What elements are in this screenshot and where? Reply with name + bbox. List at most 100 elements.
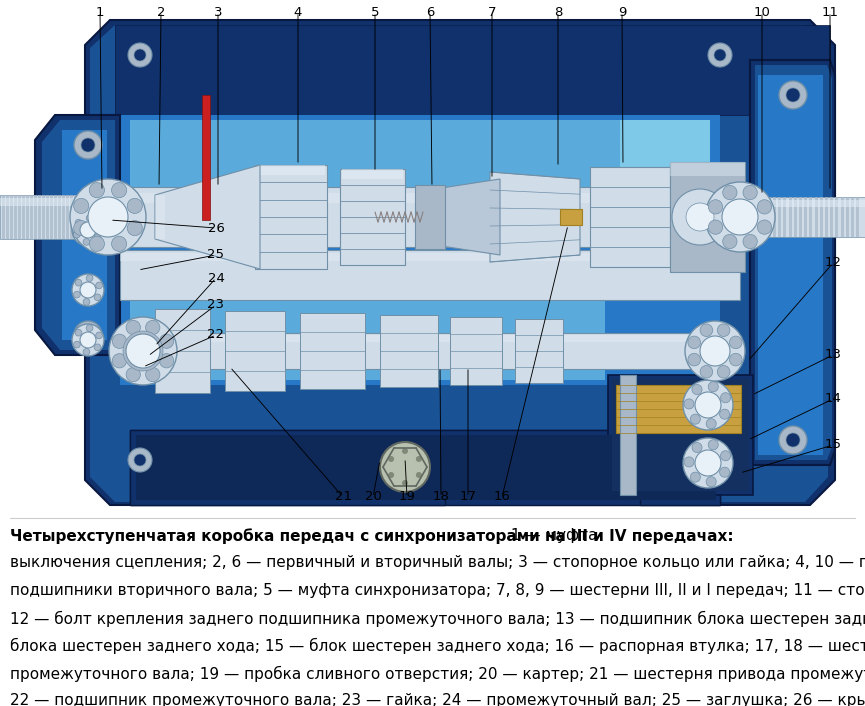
Bar <box>130 120 710 220</box>
Bar <box>560 209 582 225</box>
Circle shape <box>96 282 102 289</box>
Text: 12 — болт крепления заднего подшипника промежуточного вала; 13 — подшипник блока: 12 — болт крепления заднего подшипника п… <box>10 611 865 627</box>
Text: 6: 6 <box>426 6 434 18</box>
Circle shape <box>700 366 713 378</box>
Circle shape <box>690 414 701 424</box>
Circle shape <box>128 43 152 67</box>
Bar <box>26 195 29 239</box>
Bar <box>758 75 823 455</box>
Bar <box>82 195 85 239</box>
Circle shape <box>700 324 713 337</box>
Circle shape <box>80 332 96 348</box>
Circle shape <box>708 43 732 67</box>
Circle shape <box>779 81 807 109</box>
Circle shape <box>700 336 730 366</box>
Bar <box>380 315 438 387</box>
Bar <box>763 197 766 237</box>
Text: блока шестерен заднего хода; 15 — блок шестерен заднего хода; 16 — распорная вту: блока шестерен заднего хода; 15 — блок ш… <box>10 638 865 654</box>
Text: 1: 1 <box>96 6 105 18</box>
Circle shape <box>74 321 102 349</box>
Circle shape <box>94 234 101 241</box>
Bar <box>86 195 88 239</box>
Circle shape <box>721 450 731 461</box>
Circle shape <box>684 399 694 409</box>
Circle shape <box>708 220 722 234</box>
Circle shape <box>690 472 701 482</box>
Bar <box>130 250 605 380</box>
Circle shape <box>89 237 105 251</box>
Bar <box>202 95 210 220</box>
Text: 10: 10 <box>753 6 771 18</box>
Text: 5: 5 <box>371 6 379 18</box>
Text: 26: 26 <box>208 222 224 234</box>
Bar <box>753 197 755 237</box>
Bar <box>46 195 48 239</box>
Circle shape <box>75 280 82 286</box>
Bar <box>820 197 823 237</box>
Bar <box>815 197 817 237</box>
Bar <box>745 197 865 237</box>
Circle shape <box>81 138 95 152</box>
Polygon shape <box>85 20 835 505</box>
Circle shape <box>729 353 742 366</box>
Circle shape <box>722 199 758 235</box>
Bar <box>88 193 748 203</box>
Circle shape <box>786 88 800 102</box>
Text: 8: 8 <box>554 6 562 18</box>
Circle shape <box>75 220 82 226</box>
Polygon shape <box>130 430 720 505</box>
Bar <box>10 195 12 239</box>
Circle shape <box>88 197 128 237</box>
Circle shape <box>80 222 96 238</box>
Bar <box>155 195 165 239</box>
Circle shape <box>109 317 177 385</box>
Bar <box>130 333 720 369</box>
Bar <box>590 167 670 267</box>
Text: 13: 13 <box>824 349 842 361</box>
Circle shape <box>717 366 730 378</box>
Bar <box>804 197 807 237</box>
Bar <box>747 197 750 237</box>
Bar <box>120 115 720 385</box>
Circle shape <box>683 438 733 488</box>
Circle shape <box>708 448 732 472</box>
Circle shape <box>74 131 102 159</box>
Bar <box>778 197 781 237</box>
Text: 2: 2 <box>157 6 165 18</box>
Circle shape <box>127 198 143 213</box>
Bar <box>78 195 80 239</box>
Text: 22: 22 <box>208 328 225 342</box>
Circle shape <box>705 182 775 252</box>
Circle shape <box>128 448 152 472</box>
Circle shape <box>112 237 126 251</box>
Circle shape <box>688 353 701 366</box>
Text: 25: 25 <box>208 249 225 261</box>
Circle shape <box>134 49 146 61</box>
Circle shape <box>714 454 726 466</box>
Bar <box>799 197 802 237</box>
Text: 3: 3 <box>214 6 222 18</box>
Bar <box>789 197 791 237</box>
Circle shape <box>94 344 101 351</box>
Circle shape <box>86 275 93 282</box>
Circle shape <box>94 294 101 301</box>
Bar <box>2 195 4 239</box>
Bar <box>768 197 771 237</box>
Bar <box>130 335 720 342</box>
Bar <box>88 187 748 247</box>
Circle shape <box>83 349 90 355</box>
Bar <box>62 130 107 340</box>
Circle shape <box>729 336 742 349</box>
Bar <box>415 185 445 249</box>
Text: 15: 15 <box>824 438 842 452</box>
Bar <box>825 197 828 237</box>
Circle shape <box>758 200 772 214</box>
Circle shape <box>83 239 90 245</box>
Bar <box>18 195 21 239</box>
Bar <box>130 430 720 505</box>
Bar <box>14 195 16 239</box>
Bar <box>515 319 563 383</box>
Text: 4: 4 <box>294 6 302 18</box>
Text: 1 — муфта: 1 — муфта <box>505 528 597 543</box>
Bar <box>851 197 854 237</box>
